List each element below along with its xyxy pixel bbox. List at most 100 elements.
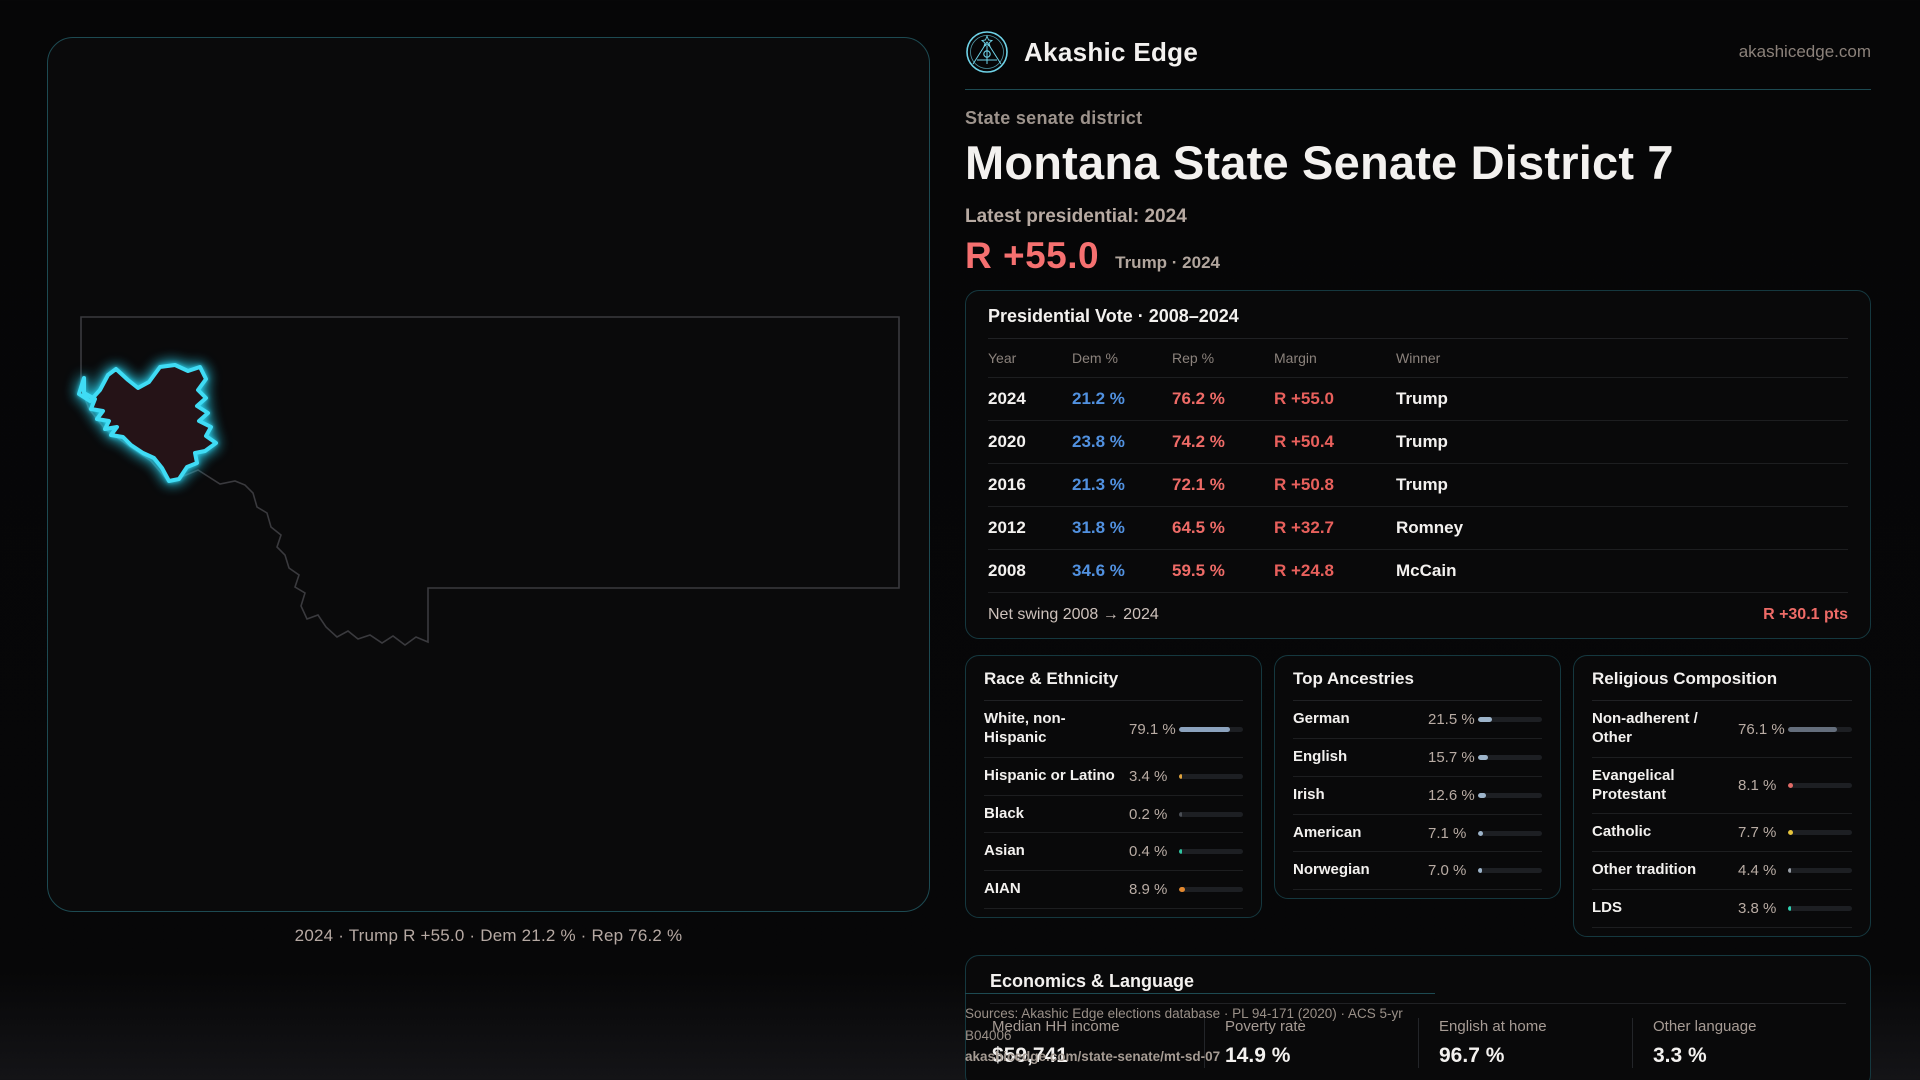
stat-label: American — [1293, 823, 1362, 841]
ancestries-card-title: Top Ancestries — [1293, 669, 1542, 702]
stat-value: 7.7 % — [1738, 824, 1777, 842]
stat-bar-track — [1788, 726, 1852, 732]
column-header: Winner — [1396, 350, 1441, 367]
economics-stat-value: $59,741 — [992, 1043, 1068, 1067]
stat-row: LDS 3.8 % — [1592, 890, 1852, 928]
stat-bar-track — [1788, 830, 1852, 836]
economics-stat-label: English at home — [1439, 1017, 1547, 1035]
stat-bar-track — [1179, 887, 1243, 893]
stat-row: Catholic 7.7 % — [1592, 814, 1852, 853]
stat-row: Asian 0.4 % — [984, 833, 1243, 872]
margin-cell: R +50.8 — [1274, 475, 1335, 495]
stat-value: 0.4 % — [1129, 843, 1168, 861]
stat-row: Hispanic or Latino 3.4 % — [984, 758, 1243, 796]
margin-cell: R +24.8 — [1274, 561, 1335, 581]
district-7-shape[interactable] — [77, 363, 218, 483]
stat-bar-fill — [1179, 887, 1185, 893]
category-label: State senate district — [965, 108, 1143, 128]
stat-bar-fill — [1478, 792, 1487, 798]
stat-value: 76.1 % — [1738, 720, 1785, 738]
economics-stat-label: Poverty rate — [1225, 1017, 1306, 1035]
religion-card: Religious Composition Non-adherent / Othe… — [1573, 655, 1871, 937]
dem-cell: 21.3 % — [1072, 475, 1125, 495]
economics-stat-label: Other language — [1653, 1017, 1757, 1035]
dem-cell: 21.2 % — [1072, 389, 1125, 409]
net-swing-row: Net swing 2008 → 2024 R +30.1 pts — [988, 593, 1848, 624]
economics-stat-value: 14.9 % — [1225, 1043, 1291, 1067]
stat-label: Asian — [984, 842, 1025, 860]
stat-label: Irish — [1293, 785, 1325, 803]
montana-map — [77, 316, 900, 646]
stat-label: LDS — [1592, 898, 1622, 916]
stat-bar-track — [1179, 726, 1243, 732]
dem-cell: 34.6 % — [1072, 561, 1125, 581]
stat-bar-track — [1478, 830, 1542, 836]
column-header: Rep % — [1172, 350, 1215, 367]
year-cell: 2020 — [988, 432, 1026, 452]
stat-value: 7.1 % — [1428, 824, 1467, 842]
stat-bar-fill — [1478, 717, 1492, 723]
table-row: 2020 23.8 % 74.2 % R +50.4 Trump — [988, 421, 1848, 465]
source-footer: Sources: Akashic Edge elections database… — [965, 993, 1435, 1068]
stat-row: Norwegian 7.0 % — [1293, 852, 1542, 891]
stat-label: Other tradition — [1592, 861, 1697, 879]
margin-cell: R +32.7 — [1274, 518, 1335, 538]
source-line: Sources: Akashic Edge elections database… — [965, 1006, 1403, 1043]
stat-bar-fill — [1179, 849, 1182, 855]
stat-row: White, non-Hispanic 79.1 % — [984, 701, 1243, 758]
stat-label: Catholic — [1592, 823, 1652, 841]
stat-row: AIAN 8.9 % — [984, 871, 1243, 909]
stat-label: Evangelical Protestant — [1592, 766, 1675, 803]
net-swing-label: Net swing 2008 → 2024 — [988, 606, 1159, 624]
map-caption: 2024 · Trump R +55.0 · Dem 21.2 % · Rep … — [294, 926, 683, 945]
stat-row: German 21.5 % — [1293, 701, 1542, 740]
table-row: 2012 31.8 % 64.5 % R +32.7 Romney — [988, 507, 1848, 551]
stat-bar-track — [1788, 905, 1852, 911]
stat-bar-track — [1788, 783, 1852, 789]
stat-value: 4.4 % — [1738, 862, 1777, 880]
presidential-card-title: Presidential Vote · 2008–2024 — [988, 306, 1848, 340]
table-row: 2008 34.6 % 59.5 % R +24.8 McCain — [988, 550, 1848, 594]
economics-stat: Poverty rate 14.9 % — [1204, 1017, 1418, 1068]
economics-stat: English at home 96.7 % — [1418, 1017, 1632, 1068]
stat-bar-fill — [1788, 905, 1791, 911]
stat-value: 8.1 % — [1738, 777, 1777, 795]
table-header-row: Year Dem % Rep % Margin Winner — [988, 339, 1848, 379]
akashic-edge-logo-icon — [966, 31, 1008, 73]
ancestries-card: Top Ancestries German 21.5 % English 15.7 % I… — [1274, 655, 1561, 900]
rep-cell: 74.2 % — [1172, 432, 1225, 452]
margin-cell: R +50.4 — [1274, 432, 1335, 452]
year-cell: 2024 — [988, 389, 1026, 409]
montana-state-outline — [80, 316, 900, 646]
rep-cell: 76.2 % — [1172, 389, 1225, 409]
stat-bar-fill — [1478, 868, 1483, 874]
column-header: Dem % — [1072, 350, 1118, 367]
winner-cell: Trump — [1396, 475, 1448, 495]
stat-value: 21.5 % — [1428, 711, 1475, 729]
economics-card: Economics & Language Median HH income $59… — [965, 954, 1871, 1080]
stat-bar-track — [1179, 811, 1243, 817]
economics-stat: Median HH income $59,741 — [990, 1018, 1204, 1068]
stat-row: Black 0.2 % — [984, 796, 1243, 834]
stat-row: English 15.7 % — [1293, 739, 1542, 777]
brand-name: Akashic Edge — [1024, 36, 1199, 67]
stat-bar-track — [1179, 849, 1243, 855]
stat-bar-fill — [1179, 811, 1182, 817]
stat-label: Black — [984, 804, 1025, 822]
stat-value: 3.4 % — [1129, 767, 1168, 785]
source-url-link[interactable]: akashicedge.com/state-senate/mt-sd-07 — [965, 1049, 1221, 1065]
brand-domain-link[interactable]: akashicedge.com — [1738, 42, 1871, 61]
stat-label: AIAN — [984, 880, 1021, 898]
stat-label: English — [1293, 748, 1348, 766]
stat-row: Non-adherent / Other 76.1 % — [1592, 701, 1852, 758]
stat-row: American 7.1 % — [1293, 815, 1542, 853]
stat-value: 12.6 % — [1428, 786, 1475, 804]
stat-bar-track — [1478, 868, 1542, 874]
stat-bar-fill — [1788, 868, 1791, 874]
economics-stat-value: 96.7 % — [1439, 1043, 1505, 1067]
stat-bar-fill — [1788, 726, 1837, 732]
latest-presidential-label: Latest presidential: 2024 — [965, 206, 1187, 228]
stat-value: 3.8 % — [1738, 899, 1777, 917]
margin-cell: R +55.0 — [1274, 389, 1335, 409]
headline-margin: R +55.0 — [965, 235, 1100, 277]
